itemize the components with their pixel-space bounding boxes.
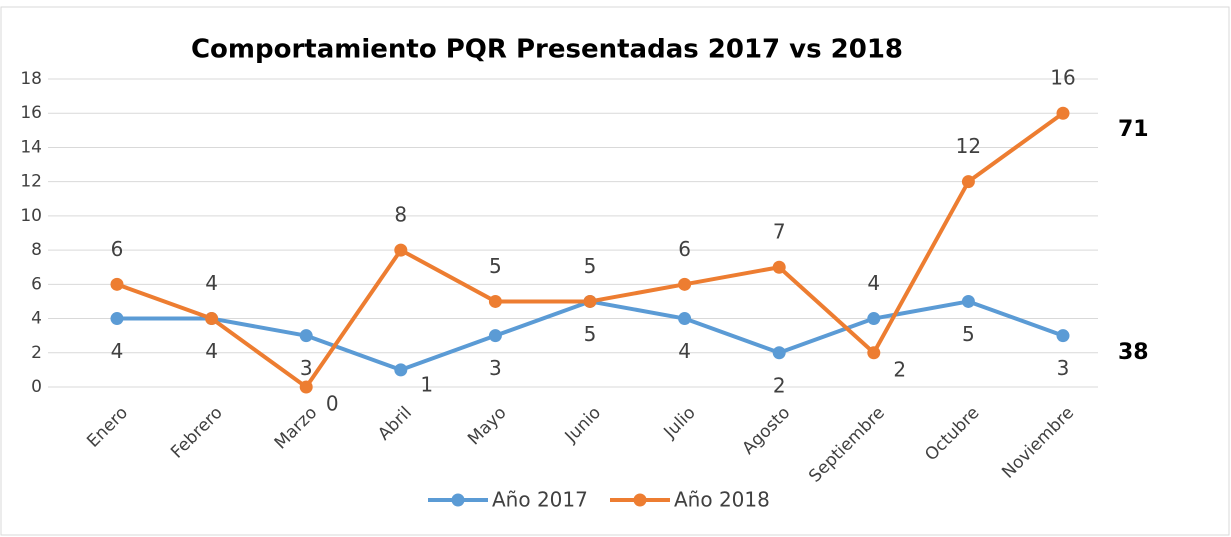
y-tick-label: 4 — [31, 309, 42, 329]
data-label: 12 — [956, 134, 981, 158]
chart-frame — [0, 6, 1230, 536]
series-marker — [961, 175, 975, 189]
annotation: 71 — [1118, 117, 1149, 142]
data-label: 5 — [584, 322, 597, 346]
y-tick-label: 12 — [20, 172, 42, 192]
data-label: 0 — [326, 392, 339, 416]
legend-marker — [451, 493, 465, 507]
y-tick-label: 14 — [20, 137, 42, 157]
data-label: 1 — [420, 372, 433, 396]
series-marker — [1056, 106, 1070, 120]
data-label: 4 — [867, 271, 880, 295]
annotation: 38 — [1118, 340, 1149, 365]
data-label: 2 — [773, 373, 786, 397]
series-marker — [299, 329, 313, 343]
data-label: 6 — [678, 237, 691, 261]
y-tick-label: 8 — [31, 240, 42, 260]
series-marker — [1056, 329, 1070, 343]
y-tick-label: 10 — [20, 206, 42, 226]
chart-title: Comportamiento PQR Presentadas 2017 vs 2… — [191, 35, 903, 65]
data-label: 7 — [773, 220, 786, 244]
y-tick-label: 16 — [20, 103, 42, 123]
legend-label: Año 2018 — [674, 488, 770, 512]
series-marker — [772, 260, 786, 274]
y-tick-label: 2 — [31, 343, 42, 363]
series-marker — [678, 312, 692, 326]
series-marker — [205, 312, 219, 326]
y-tick-label: 18 — [20, 69, 42, 89]
series-marker — [394, 363, 408, 377]
series-marker — [488, 294, 502, 308]
y-tick-label: 0 — [31, 377, 42, 397]
series-marker — [583, 294, 597, 308]
data-label: 6 — [111, 237, 124, 261]
series-marker — [867, 346, 881, 360]
series-marker — [867, 312, 881, 326]
series-marker — [961, 294, 975, 308]
data-label: 5 — [489, 254, 502, 278]
series-marker — [110, 312, 124, 326]
series-marker — [772, 346, 786, 360]
data-label: 3 — [1057, 356, 1070, 380]
series-marker — [488, 329, 502, 343]
data-label: 16 — [1050, 66, 1075, 90]
legend-label: Año 2017 — [492, 488, 588, 512]
data-label: 3 — [489, 356, 502, 380]
data-label: 5 — [584, 254, 597, 278]
series-marker — [299, 380, 313, 394]
data-label: 4 — [678, 339, 691, 363]
data-label: 8 — [394, 203, 407, 227]
series-marker — [394, 243, 408, 257]
data-label: 5 — [962, 322, 975, 346]
series-marker — [678, 277, 692, 291]
series-marker — [110, 277, 124, 291]
data-label: 4 — [111, 339, 124, 363]
legend-marker — [633, 493, 647, 507]
y-tick-label: 6 — [31, 274, 42, 294]
data-label: 2 — [893, 357, 906, 381]
data-label: 4 — [205, 339, 218, 363]
data-label: 4 — [205, 271, 218, 295]
data-label: 3 — [300, 356, 313, 380]
